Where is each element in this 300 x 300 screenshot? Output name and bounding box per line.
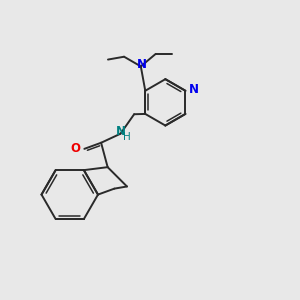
Text: H: H — [123, 132, 131, 142]
Text: O: O — [70, 142, 80, 155]
Text: N: N — [137, 58, 147, 71]
Text: N: N — [116, 125, 126, 138]
Text: N: N — [189, 83, 199, 96]
